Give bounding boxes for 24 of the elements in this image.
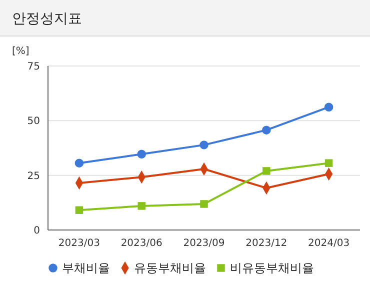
chart-title: 안정성지표: [12, 11, 82, 27]
point: [262, 126, 271, 134]
x-tick-label: 2024/03: [308, 238, 350, 249]
point: [324, 102, 334, 112]
point: [75, 206, 84, 214]
y-tick-label: 75: [27, 62, 40, 72]
point: [200, 200, 208, 208]
x-tick-label: 2023/03: [58, 238, 100, 249]
y-tick-label: 25: [27, 170, 40, 182]
y-axis-title: [%]: [12, 46, 30, 57]
y-tick-label: 50: [27, 116, 40, 128]
x-tick-label: 2023/06: [120, 238, 162, 249]
point: [138, 202, 146, 210]
x-tick-label: 2023/12: [246, 238, 288, 249]
legend-label: 부채비율: [62, 261, 110, 275]
y-tick-label: 0: [34, 226, 40, 236]
point: [74, 158, 84, 168]
point: [262, 167, 270, 175]
point: [324, 159, 333, 167]
point: [137, 150, 146, 158]
legend-label: 비유동부채비율: [230, 261, 314, 275]
x-tick-label: 2023/09: [183, 238, 225, 249]
point: [200, 140, 208, 150]
legend-label: 유동부채비율: [134, 261, 206, 275]
